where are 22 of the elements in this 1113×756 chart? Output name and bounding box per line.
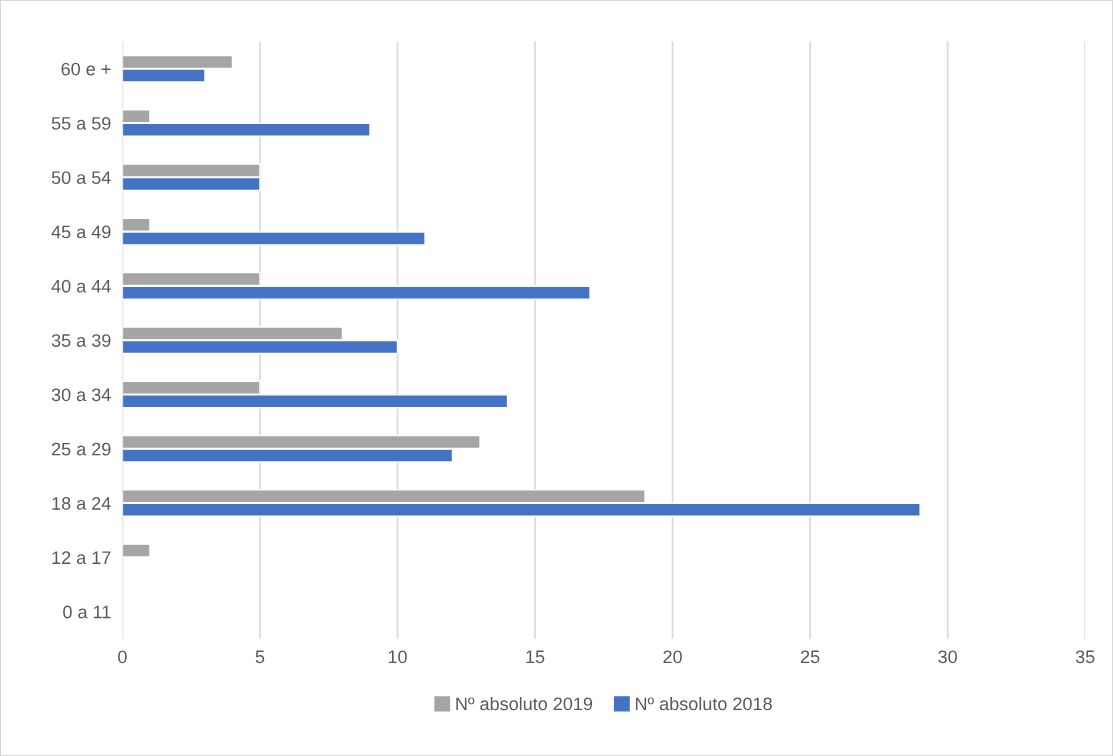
bar: [122, 543, 151, 558]
x-tick-label: 0: [118, 650, 127, 664]
y-tick-label: 12 a 17: [52, 551, 111, 565]
y-tick-label: 45 a 49: [51, 225, 111, 239]
y-tick-label: 0 a 11: [63, 605, 111, 619]
y-tick-label: 35 a 39: [51, 334, 111, 347]
y-tick-label: 18 a 24: [52, 497, 111, 510]
legend-label: Nº absoluto 2018: [635, 696, 772, 711]
y-tick-label: 55 a 59: [51, 116, 111, 130]
x-tick-label: 25: [800, 650, 820, 664]
x-tick-label: 30: [938, 650, 957, 664]
y-tick-label: 25 a 29: [51, 442, 111, 456]
y-tick-label: 50 a 54: [51, 171, 111, 185]
x-tick-label: 15: [526, 650, 545, 664]
x-tick-label: 20: [663, 650, 682, 664]
y-tick-label: 30 a 34: [51, 388, 111, 402]
legend-label: Nº absoluto 2019: [456, 696, 593, 711]
x-tick-label: 10: [388, 650, 407, 664]
y-tick-label: 60 e +: [61, 62, 111, 76]
x-tick-label: 5: [255, 650, 265, 664]
x-tick-label: 35: [1075, 650, 1095, 664]
y-tick-label: 40 a 44: [51, 279, 111, 293]
